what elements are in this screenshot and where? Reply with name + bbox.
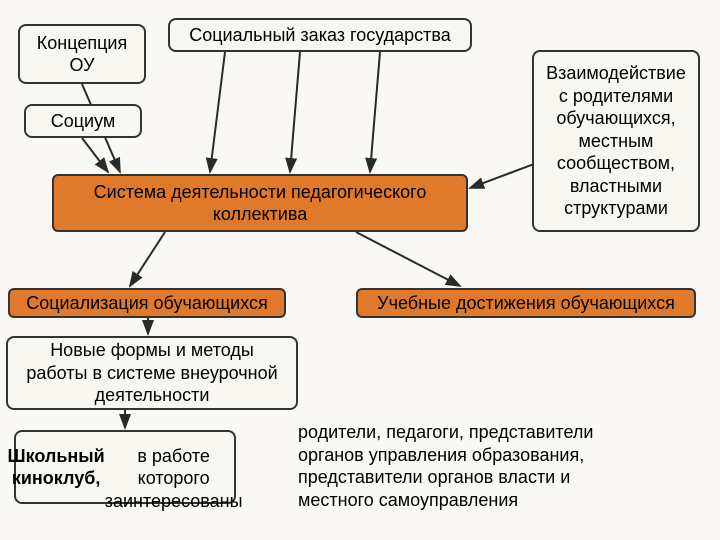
node-concept: КонцепцияОУ	[18, 24, 146, 84]
node-kinoclub: Школьный киноклуб,в работе которогозаинт…	[14, 430, 236, 504]
arrow-order-b	[290, 52, 300, 172]
node-socialization: Социализация обучающихся	[8, 288, 286, 318]
node-achievements: Учебные достижения обучающихся	[356, 288, 696, 318]
node-order: Социальный заказ государства	[168, 18, 472, 52]
node-socium: Социум	[24, 104, 142, 138]
node-parents: родители, педагоги, представителиорганов…	[290, 418, 660, 514]
arrow-system-b	[356, 232, 460, 286]
node-system: Система деятельности педагогическогоколл…	[52, 174, 468, 232]
arrow-system-a	[130, 232, 165, 286]
arrow-socium	[82, 138, 108, 172]
node-newforms: Новые формы и методыработы в системе вне…	[6, 336, 298, 410]
arrow-order-a	[210, 52, 225, 172]
arrow-order-c	[370, 52, 380, 172]
node-interaction: Взаимодействиес родителямиобучающихся,ме…	[532, 50, 700, 232]
